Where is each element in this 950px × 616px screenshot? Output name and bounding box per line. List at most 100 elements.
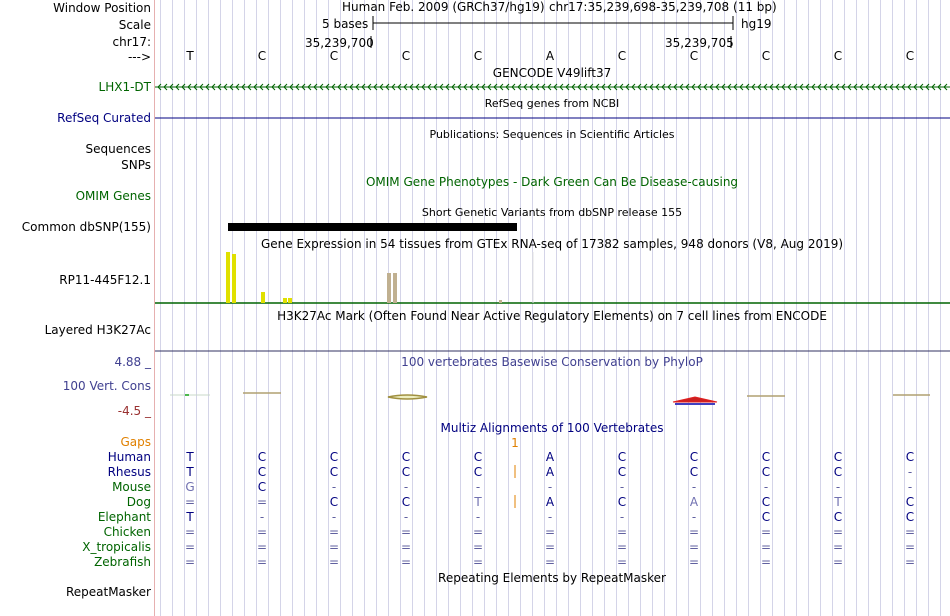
gridline: [376, 0, 377, 616]
alignment-base: C: [761, 465, 771, 479]
alignment-base: =: [760, 540, 772, 554]
label-sequences[interactable]: Sequences: [85, 142, 151, 156]
alignment-base: -: [763, 480, 769, 494]
gtex-bar: [283, 298, 287, 303]
gridline: [184, 0, 185, 616]
alignment-base: =: [184, 525, 196, 539]
label-omim-genes[interactable]: OMIM Genes: [75, 189, 151, 203]
alignment-base: A: [689, 495, 699, 509]
scale-db: hg19: [741, 17, 772, 31]
chevron: [535, 83, 540, 91]
chevron: [361, 83, 366, 91]
chevron: [505, 83, 510, 91]
chevron: [595, 83, 600, 91]
species-label[interactable]: Zebrafish: [94, 555, 151, 569]
alignment-base: -: [619, 510, 625, 524]
chevron: [403, 83, 408, 91]
label-common-dbsnp[interactable]: Common dbSNP(155): [21, 220, 151, 234]
chevron: [757, 83, 762, 91]
alignment-base: C: [329, 495, 339, 509]
alignment-base: A: [545, 465, 555, 479]
alignment-base: =: [544, 540, 556, 554]
species-label[interactable]: X_tropicalis: [82, 540, 151, 554]
label-divider: [154, 0, 155, 616]
gridline: [904, 0, 905, 616]
species-label[interactable]: Human: [107, 450, 151, 464]
species-label[interactable]: Mouse: [112, 480, 151, 494]
species-label[interactable]: Rhesus: [107, 465, 151, 479]
gridline: [940, 0, 941, 616]
gridline: [268, 0, 269, 616]
alignment-base: =: [688, 555, 700, 569]
chevron: [211, 83, 216, 91]
chevron: [763, 83, 768, 91]
label-layered-h3k27ac[interactable]: Layered H3K27Ac: [44, 323, 151, 337]
chevron: [199, 83, 204, 91]
alignment-base: =: [472, 540, 484, 554]
gridline: [412, 0, 413, 616]
gtex-bar: [393, 273, 397, 303]
chevron: [619, 83, 624, 91]
scale-text: 5 bases: [322, 17, 369, 31]
track-image[interactable]: Human Feb. 2009 (GRCh37/hg19) chr17:35,2…: [155, 0, 950, 616]
gridline: [796, 0, 797, 616]
chevron: [673, 83, 678, 91]
chevron: [529, 83, 534, 91]
chevron: [823, 83, 828, 91]
chevron: [271, 83, 276, 91]
chevron: [685, 83, 690, 91]
chevron: [655, 83, 660, 91]
chevron: [391, 83, 396, 91]
reference-base: C: [329, 49, 339, 63]
label-window-position[interactable]: Window Position: [53, 1, 151, 15]
species-label[interactable]: Elephant: [97, 510, 151, 524]
chevron: [841, 83, 846, 91]
gridline: [292, 0, 293, 616]
label-repeatmasker[interactable]: RepeatMasker: [65, 585, 151, 599]
gridline: [700, 0, 701, 616]
label-gene-lhx1-dt[interactable]: LHX1-DT: [98, 80, 151, 94]
label-strand-arrow[interactable]: --->: [127, 50, 151, 64]
chevron: [277, 83, 282, 91]
label-chrom[interactable]: chr17:: [112, 35, 151, 49]
chevron: [553, 83, 558, 91]
gtex-bar: [288, 298, 292, 303]
species-label[interactable]: Dog: [126, 495, 151, 509]
chevron: [577, 83, 582, 91]
cons-min-value: -4.5 _: [117, 404, 151, 418]
gridline: [472, 0, 473, 616]
chevron: [301, 83, 306, 91]
omim-title: OMIM Gene Phenotypes - Dark Green Can Be…: [365, 175, 739, 189]
gridline: [484, 0, 485, 616]
chevron: [325, 83, 330, 91]
alignment-base: C: [905, 510, 915, 524]
chevron: [265, 83, 270, 91]
chevron: [817, 83, 822, 91]
label-snps[interactable]: SNPs: [121, 158, 151, 172]
gridline: [172, 0, 173, 616]
chevron: [409, 83, 414, 91]
label-gaps[interactable]: Gaps: [120, 435, 151, 449]
chevron: [691, 83, 696, 91]
alignment-base: -: [547, 510, 553, 524]
reference-base: C: [473, 49, 483, 63]
label-refseq-curated[interactable]: RefSeq Curated: [57, 111, 151, 125]
alignment-base: =: [328, 540, 340, 554]
chevron: [259, 83, 264, 91]
alignment-base: =: [760, 555, 772, 569]
label-100-vert-cons[interactable]: 100 Vert. Cons: [62, 379, 151, 393]
species-label[interactable]: Chicken: [103, 525, 151, 539]
chevron: [241, 83, 246, 91]
gridline: [928, 0, 929, 616]
label-rp11-445f12[interactable]: RP11-445F12.1: [59, 273, 151, 287]
reference-base: A: [545, 49, 555, 63]
gridline: [160, 0, 161, 616]
gridline: [784, 0, 785, 616]
label-scale[interactable]: Scale: [118, 18, 151, 32]
chevron: [799, 83, 804, 91]
chevron: [481, 83, 486, 91]
alignment-base: C: [905, 495, 915, 509]
gridline: [460, 0, 461, 616]
alignment-base: C: [833, 450, 843, 464]
alignment-base: =: [616, 525, 628, 539]
